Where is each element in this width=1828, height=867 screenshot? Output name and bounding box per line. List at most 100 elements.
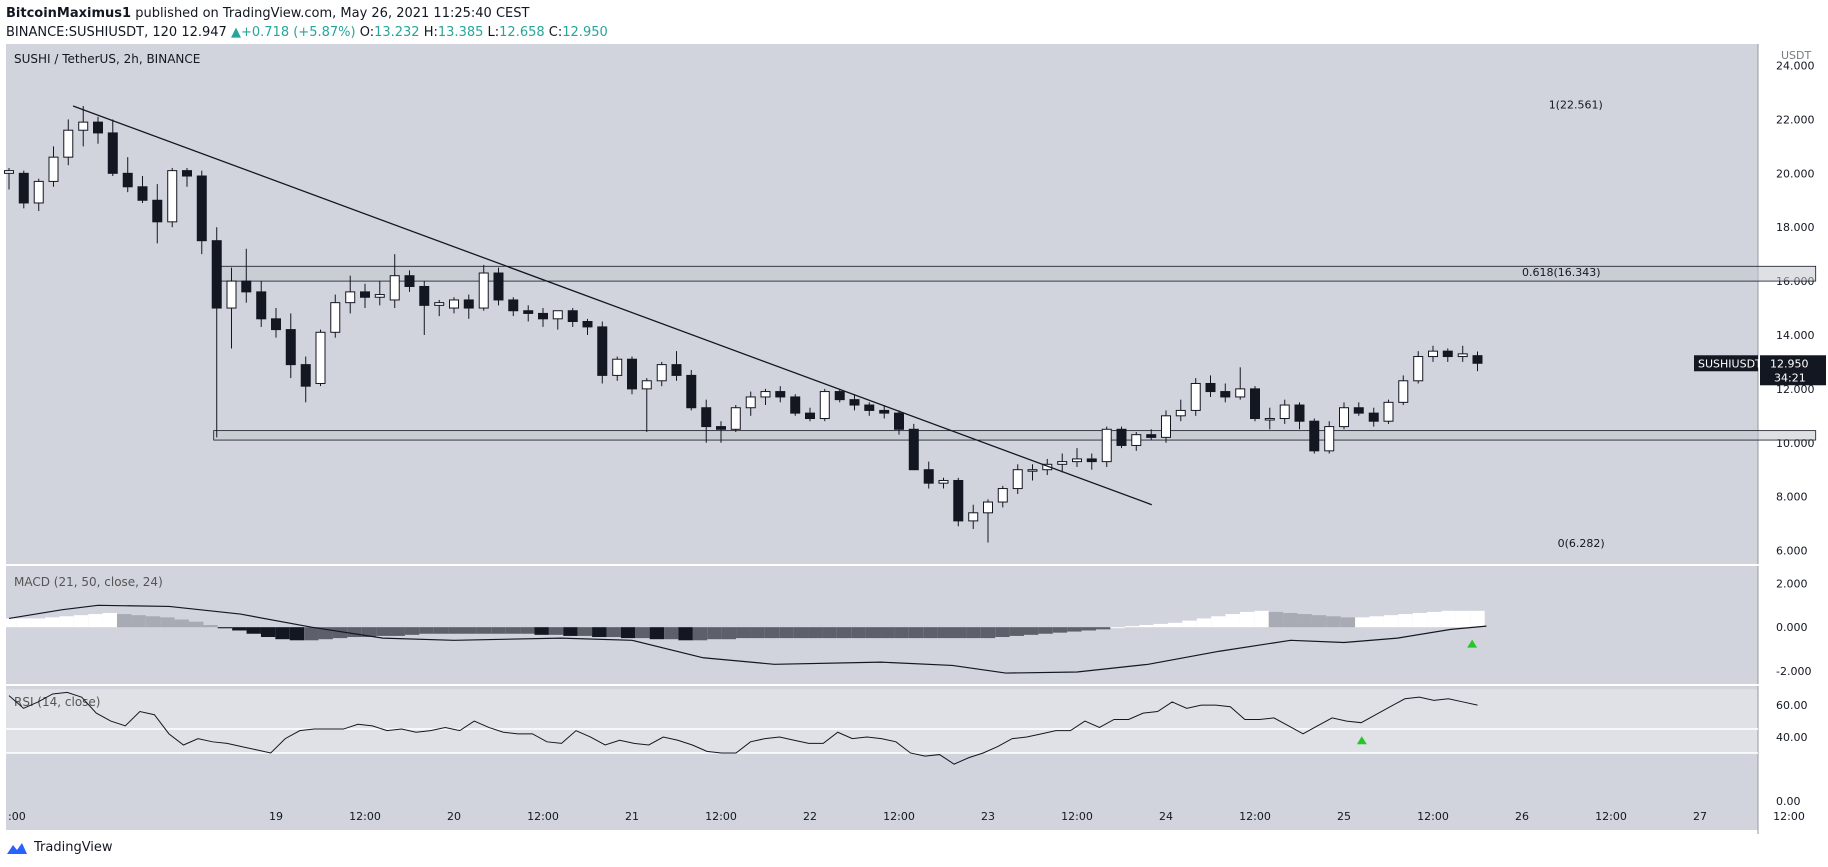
time-tick-label: 22 (803, 810, 817, 823)
macd-histogram-bar (736, 627, 751, 639)
candle-down (701, 407, 712, 428)
candle-down (1205, 382, 1216, 393)
macd-histogram-bar (721, 627, 737, 640)
macd-histogram-bar (620, 627, 636, 639)
last-price-symbol: SUSHIUSDT (1698, 357, 1762, 370)
rsi-tick-label: 0.00 (1776, 795, 1801, 808)
high-value: 13.385 (437, 25, 484, 40)
candle-down (582, 321, 593, 328)
macd-histogram-bar (1081, 627, 1096, 631)
candle-down (1368, 412, 1379, 422)
macd-histogram-bar (1095, 627, 1111, 630)
macd-histogram-bar (232, 627, 247, 631)
candle-up (1027, 469, 1038, 472)
time-tick-label: 19 (269, 810, 283, 823)
rsi-title: RSI (14, close) (14, 695, 100, 709)
rsi-up-arrow-marker (1356, 736, 1367, 745)
macd-histogram-bar (908, 627, 924, 639)
macd-histogram-bar (1398, 614, 1413, 628)
open-label: O: (359, 25, 375, 40)
author-name[interactable]: BitcoinMaximus1 (6, 6, 132, 21)
candle-up (1175, 409, 1186, 417)
change-arrow: ▲ (230, 25, 241, 40)
chart-canvas[interactable]: SUSHI / TetherUS, 2h, BINANCE USDT 6.000 8.… (0, 44, 1828, 834)
price-tick-label: 22.000 (1776, 113, 1815, 126)
macd-histogram-bar (203, 625, 218, 628)
candle-up (1413, 356, 1424, 382)
time-tick-label: 12:00 (1061, 810, 1093, 823)
macd-histogram-bar (462, 627, 477, 634)
macd-histogram-bar (664, 627, 679, 640)
time-tick-label: 12:00 (705, 810, 737, 823)
candle-down (790, 396, 801, 414)
macd-histogram-bar (534, 627, 549, 635)
macd-histogram-bar (764, 627, 780, 639)
macd-histogram-bar (1196, 618, 1212, 628)
candle-down (256, 291, 267, 320)
rsi-band (6, 689, 1758, 753)
macd-histogram-bar (1038, 627, 1053, 634)
macd-histogram-bar (1225, 614, 1240, 628)
low-value: 12.658 (499, 25, 545, 40)
macd-histogram-bar (880, 627, 895, 639)
candle-down (404, 275, 415, 287)
tradingview-logo-text[interactable]: TradingView (34, 840, 113, 855)
candle-down (597, 326, 608, 376)
macd-histogram-bar (59, 616, 74, 628)
macd-histogram-bar (606, 627, 621, 638)
chart-header: BitcoinMaximus1 published on TradingView… (6, 4, 608, 42)
macd-histogram-bar (865, 627, 881, 639)
candle-down (18, 172, 29, 204)
time-tick-label: :00 (8, 810, 26, 823)
macd-histogram-bar (1023, 627, 1039, 635)
candle-up (656, 364, 667, 382)
macd-histogram-bar (246, 627, 261, 634)
candle-down (671, 364, 682, 376)
macd-histogram-bar (44, 617, 60, 628)
candle-down (805, 412, 815, 420)
rsi-tick-label: 60.00 (1776, 699, 1808, 712)
macd-histogram-bar (131, 615, 146, 628)
macd-histogram-bar (836, 627, 852, 639)
macd-histogram-bar (980, 627, 996, 639)
candle-up (167, 170, 178, 223)
macd-histogram-bar (966, 627, 981, 639)
candle-down (300, 364, 311, 387)
candle-down (716, 426, 726, 430)
currency-label: USDT (1781, 49, 1812, 62)
candle-up (730, 407, 741, 430)
time-tick-label: 25 (1337, 810, 1351, 823)
open-value: 13.232 (374, 25, 420, 40)
macd-histogram-bar (448, 627, 463, 634)
candle-down (879, 409, 890, 414)
symbol-line: BINANCE:SUSHIUSDT, 120 (6, 25, 178, 40)
candle-down (864, 404, 875, 411)
macd-histogram-bar (1139, 625, 1154, 628)
macd-histogram-bar (1052, 627, 1068, 633)
last-price-symbol-box (1694, 355, 1758, 372)
change-value: +0.718 (+5.87%) (240, 25, 356, 40)
candle-down (538, 312, 548, 320)
candle-up (78, 121, 89, 131)
macd-histogram-bar (995, 627, 1010, 638)
macd-histogram-bar (808, 627, 823, 639)
candle-down (285, 329, 296, 366)
candle-up (983, 501, 993, 514)
macd-signal-line (8, 604, 1487, 674)
published-text: published on TradingView.com, May 26, 20… (135, 6, 530, 21)
macd-histogram-bar (520, 627, 535, 634)
candle-down (1294, 404, 1305, 422)
candle-up (968, 512, 979, 522)
candle-down (241, 280, 252, 293)
candle-up (1264, 418, 1275, 421)
candle-up (389, 275, 400, 301)
macd-histogram-bar (404, 627, 420, 635)
high-label: H: (423, 25, 438, 40)
candle-down (1220, 391, 1231, 398)
candle-down (1250, 388, 1260, 420)
macd-histogram-bar (649, 627, 665, 640)
rsi-line (8, 691, 1478, 765)
macd-histogram-bar (1297, 614, 1312, 628)
candle-down (894, 412, 904, 430)
macd-histogram-bar (1283, 612, 1298, 628)
